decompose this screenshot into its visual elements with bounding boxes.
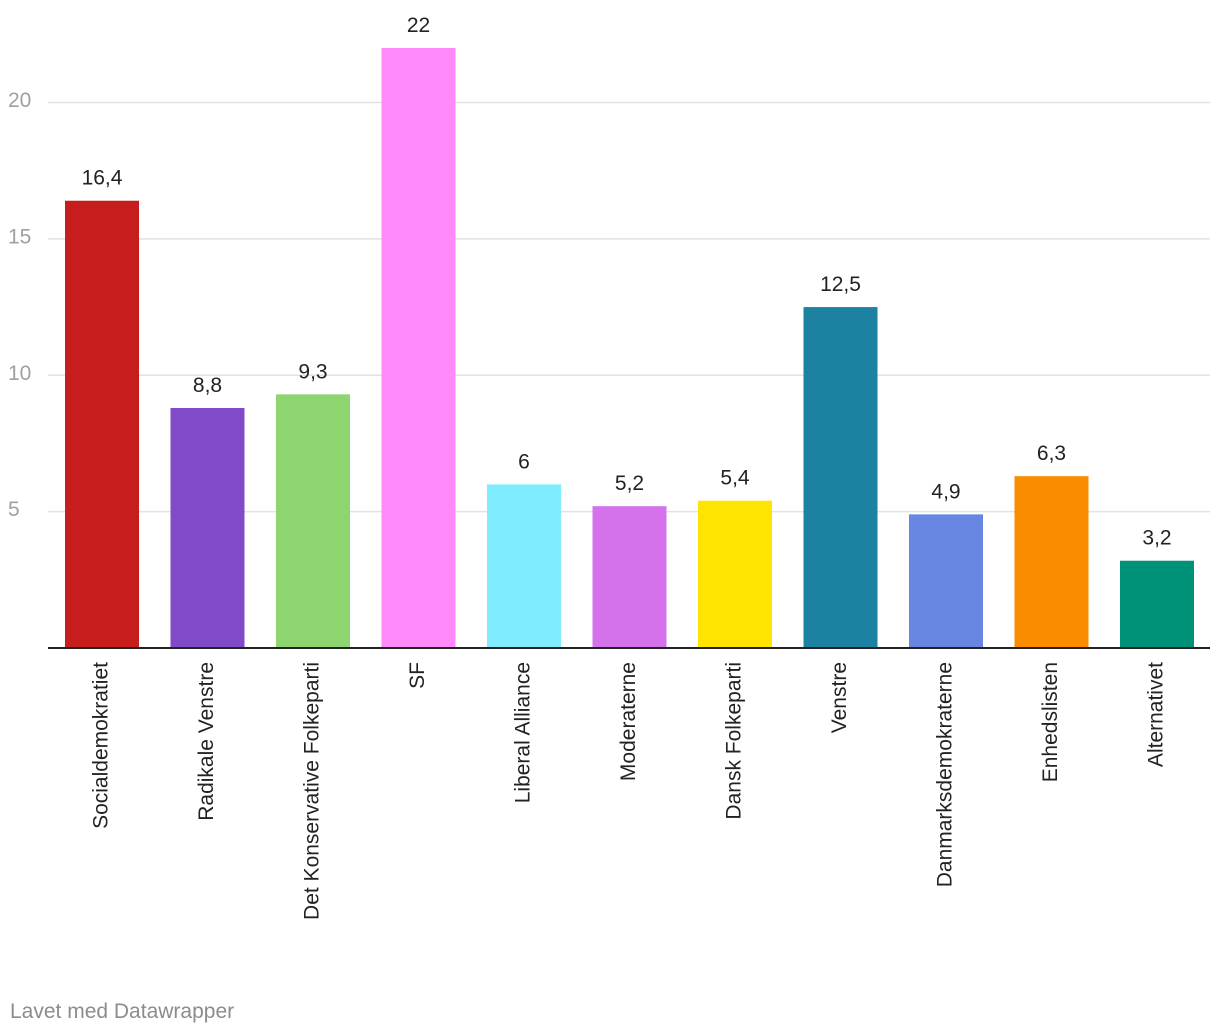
category-label-8: Danmarksdemokraterne [934,662,957,887]
value-label-10: 3,2 [1142,527,1171,550]
category-label-9: Enhedslisten [1039,662,1062,782]
category-label-7: Venstre [828,662,851,733]
bar-9 [1014,476,1089,648]
value-label-1: 8,8 [193,374,222,397]
category-label-4: Liberal Alliance [512,662,535,803]
bar-8 [909,514,983,648]
bar-7 [803,307,878,648]
category-label-3: SF [406,662,429,689]
y-tick-label: 20 [8,89,31,112]
value-label-6: 5,4 [720,467,750,490]
value-label-7: 12,5 [820,273,861,296]
bar-0 [65,200,139,648]
bars [65,48,1194,648]
category-labels: Socialdemokratiet Radikale Venstre Det Kon… [90,662,1168,920]
value-label-3: 22 [407,14,430,37]
bar-chart: 5 10 15 20 16,4 8,8 9,3 22 6 5,2 5,4 12,5 4,9 6,3 3,2… [8,14,1210,920]
category-label-6: Dansk Folkeparti [723,662,746,820]
value-label-4: 6 [518,450,530,473]
value-label-5: 5,2 [615,472,644,495]
bar-5 [592,506,667,648]
category-label-10: Alternativet [1145,662,1168,767]
bar-2 [276,394,350,648]
bar-4 [487,484,561,648]
category-label-5: Moderaterne [617,662,640,781]
y-tick-label: 10 [8,362,31,385]
value-label-9: 6,3 [1037,442,1066,465]
bar-10 [1120,560,1194,648]
category-label-0: Socialdemokratiet [90,662,113,829]
category-label-2: Det Konservative Folkeparti [301,662,324,920]
category-label-1: Radikale Venstre [195,662,218,821]
value-labels: 16,4 8,8 9,3 22 6 5,2 5,4 12,5 4,9 6,3 3,2 [82,14,1172,550]
value-label-0: 16,4 [82,167,123,190]
value-label-2: 9,3 [298,360,327,383]
bar-3 [381,48,456,648]
value-label-8: 4,9 [931,480,960,503]
y-tick-label: 15 [8,225,31,248]
bar-1 [170,408,245,648]
y-tick-label: 5 [8,498,20,521]
credit-text: Lavet med Datawrapper [10,1000,235,1023]
bar-6 [698,500,772,648]
